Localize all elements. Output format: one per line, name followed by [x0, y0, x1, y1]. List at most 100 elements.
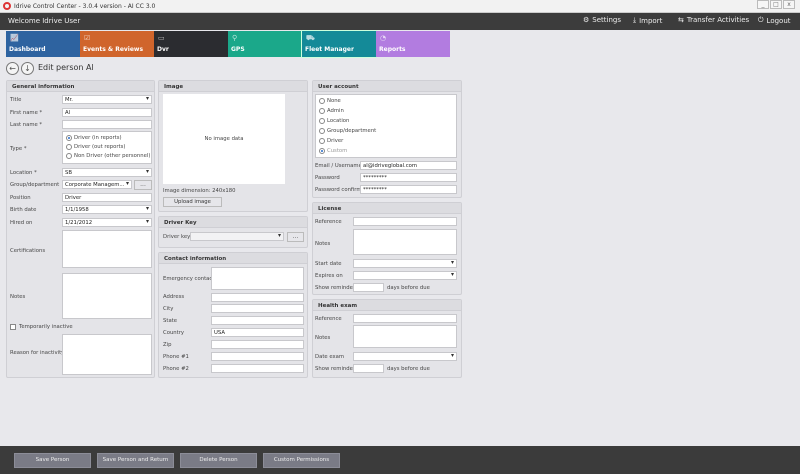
password-confirm-label: Password confirm: [315, 187, 362, 193]
back-button[interactable]: ←: [6, 62, 19, 75]
health-reminder-input[interactable]: [353, 364, 384, 373]
panel-heading: Image: [159, 81, 307, 92]
birth-date-label: Birth date: [10, 207, 37, 213]
license-reminder-input[interactable]: [353, 283, 384, 292]
tile-label: Dvr: [157, 46, 169, 53]
password-confirm-input[interactable]: *********: [360, 185, 457, 194]
health-notes-textarea[interactable]: [353, 325, 457, 348]
role-option-group-department[interactable]: Group/department: [319, 128, 376, 134]
type-option-driver-in[interactable]: Driver (in reports): [66, 135, 122, 141]
tile-label: Reports: [379, 46, 406, 53]
hired-on-picker[interactable]: 1/21/2012: [62, 218, 152, 227]
country-input[interactable]: USA: [211, 328, 304, 337]
tile-dvr[interactable]: ▭ Dvr: [154, 31, 228, 57]
city-label: City: [163, 306, 174, 312]
state-input[interactable]: [211, 316, 304, 325]
custom-permissions-button[interactable]: Custom Permissions: [263, 453, 340, 468]
date-exam-picker[interactable]: [353, 352, 457, 361]
save-and-return-button[interactable]: Save Person and Return: [97, 453, 174, 468]
last-name-label: Last name *: [10, 122, 43, 128]
role-option-admin[interactable]: Admin: [319, 108, 344, 114]
maximize-button[interactable]: □: [770, 0, 782, 9]
tile-label: Fleet Manager: [305, 46, 354, 53]
driver-key-browse-button[interactable]: ...: [287, 232, 304, 242]
app-icon: [3, 2, 11, 10]
role-option-driver[interactable]: Driver: [319, 138, 343, 144]
phone1-input[interactable]: [211, 352, 304, 361]
tile-gps[interactable]: ⚲ GPS: [228, 31, 302, 57]
health-reference-input[interactable]: [353, 314, 457, 323]
phone1-label: Phone #1: [163, 354, 189, 360]
certifications-textarea[interactable]: [62, 230, 152, 268]
window-titlebar: Idrive Control Center - 3.0.4 version - …: [0, 0, 800, 13]
birth-date-picker[interactable]: 1/1/1958: [62, 205, 152, 214]
first-name-input[interactable]: Al: [62, 108, 152, 117]
role-option-none[interactable]: None: [319, 98, 341, 104]
minimize-button[interactable]: _: [757, 0, 769, 9]
start-date-picker[interactable]: [353, 259, 457, 268]
zip-input[interactable]: [211, 340, 304, 349]
notes-textarea[interactable]: [62, 273, 152, 319]
type-option-non-driver[interactable]: Non Driver (other personnel): [66, 153, 150, 159]
logout-button[interactable]: ⏻ Logout: [758, 16, 791, 25]
tile-dashboard[interactable]: 📈 Dashboard: [6, 31, 80, 57]
upload-image-button[interactable]: Upload image: [163, 197, 222, 207]
arrow-left-icon: ←: [9, 64, 16, 73]
close-button[interactable]: x: [783, 0, 795, 9]
down-button[interactable]: ↓: [21, 62, 34, 75]
license-reminder-label: Show reminder: [315, 285, 356, 291]
role-option-location[interactable]: Location: [319, 118, 349, 124]
license-reference-input[interactable]: [353, 217, 457, 226]
location-label: Location *: [10, 170, 37, 176]
role-option-custom[interactable]: Custom: [319, 148, 347, 154]
general-information-panel: General information: [6, 80, 155, 378]
address-input[interactable]: [211, 293, 304, 302]
group-select[interactable]: Corporate Managem...: [62, 180, 132, 189]
driver-key-label: Driver key: [163, 234, 191, 240]
emergency-contact-textarea[interactable]: [211, 267, 304, 290]
reason-textarea[interactable]: [62, 334, 152, 375]
tile-reports[interactable]: ◔ Reports: [376, 31, 450, 57]
welcome-text: Welcome Idrive User: [8, 17, 81, 25]
delete-person-button[interactable]: Delete Person: [180, 453, 257, 468]
city-input[interactable]: [211, 304, 304, 313]
settings-button[interactable]: ⚙ Settings: [583, 16, 621, 24]
phone2-input[interactable]: [211, 364, 304, 373]
tile-fleet-manager[interactable]: ⛟ Fleet Manager: [301, 30, 377, 58]
map-pin-icon: ⚲: [232, 34, 238, 42]
window-title: Idrive Control Center - 3.0.4 version - …: [14, 3, 156, 10]
certifications-label: Certifications: [10, 248, 46, 254]
password-input[interactable]: *********: [360, 173, 457, 182]
tile-events-reviews[interactable]: ☑ Events & Reviews: [80, 31, 154, 57]
temporarily-inactive-label: Temporarily inactive: [19, 324, 73, 330]
transfer-activities-button[interactable]: ⇆ Transfer Activities: [678, 16, 750, 24]
expires-on-picker[interactable]: [353, 271, 457, 280]
address-label: Address: [163, 294, 185, 300]
license-notes-label: Notes: [315, 241, 331, 247]
license-notes-textarea[interactable]: [353, 229, 457, 255]
action-bar: Save Person Save Person and Return Delet…: [0, 446, 800, 474]
no-image-text: No image data: [204, 136, 244, 142]
country-label: Country: [163, 330, 185, 336]
group-browse-button[interactable]: ...: [134, 180, 152, 190]
email-input[interactable]: al@idriveglobal.com: [360, 161, 457, 170]
import-button[interactable]: ⤓ Import: [633, 16, 663, 25]
pie-chart-icon: ◔: [380, 34, 387, 42]
temporarily-inactive-checkbox[interactable]: [10, 324, 16, 330]
position-input[interactable]: Driver: [62, 193, 152, 202]
image-dimension: Image dimension: 240x180: [163, 188, 236, 194]
state-label: State: [163, 318, 178, 324]
panel-heading: Contact information: [159, 253, 307, 264]
save-person-button[interactable]: Save Person: [14, 453, 91, 468]
person-image: No image data: [163, 94, 285, 184]
start-date-label: Start date: [315, 261, 342, 267]
driver-key-select[interactable]: [190, 232, 284, 241]
type-option-driver-out[interactable]: Driver (out reports): [66, 144, 125, 150]
date-exam-label: Date exam: [315, 354, 345, 360]
gear-icon: ⚙: [583, 16, 590, 24]
last-name-input[interactable]: [62, 120, 152, 129]
type-radio-group: Driver (in reports) Driver (out reports)…: [62, 131, 152, 164]
location-select[interactable]: SB: [62, 168, 152, 177]
title-select[interactable]: Mr.: [62, 95, 152, 104]
panel-heading: Health exam: [313, 300, 461, 311]
